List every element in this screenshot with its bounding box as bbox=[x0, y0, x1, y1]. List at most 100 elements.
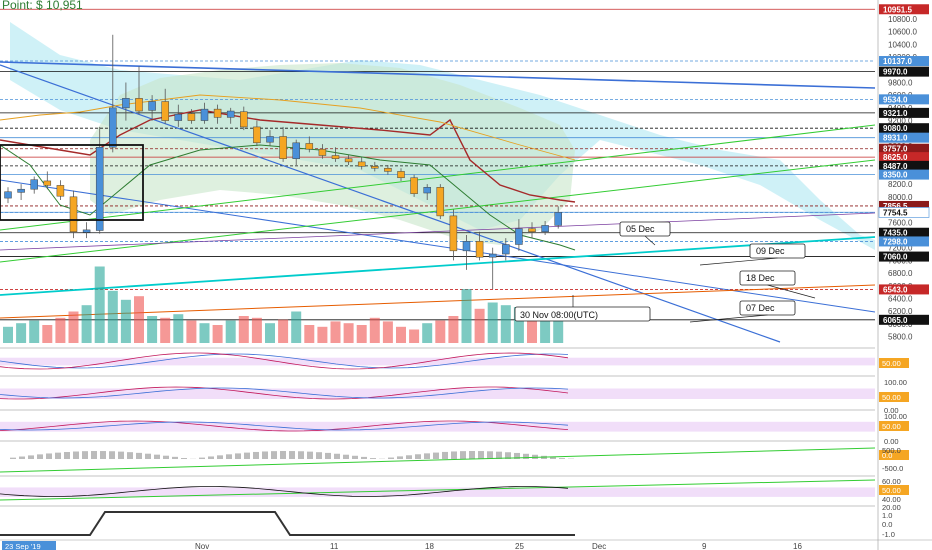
oscillator-line-blue bbox=[0, 421, 569, 431]
macd-histogram-bar bbox=[73, 451, 79, 459]
macd-histogram-bar bbox=[46, 453, 52, 459]
oscillator-level-tag bbox=[879, 485, 909, 495]
macd-histogram-bar bbox=[442, 451, 448, 459]
price-tick-label: 9200.0 bbox=[888, 117, 913, 126]
candle-body bbox=[17, 188, 25, 193]
price-level-tag-label: 6543.0 bbox=[883, 285, 908, 294]
price-level-tag bbox=[879, 314, 929, 325]
oscillator-axis-label: 100.00 bbox=[884, 412, 907, 421]
price-level-tag bbox=[879, 236, 929, 247]
macd-histogram-bar bbox=[172, 456, 178, 459]
candle-body bbox=[554, 211, 562, 226]
volume-bar bbox=[238, 316, 249, 343]
volume-bar bbox=[343, 323, 354, 343]
volume-bar bbox=[16, 323, 27, 343]
candle-body bbox=[541, 225, 549, 233]
oscillator-band bbox=[0, 421, 875, 432]
oscillator-level-tag bbox=[879, 392, 909, 402]
candle-body bbox=[213, 108, 222, 118]
price-level-tag bbox=[879, 107, 929, 118]
price-level-tag bbox=[879, 123, 929, 134]
macd-histogram-bar bbox=[10, 457, 16, 459]
candle-body bbox=[56, 185, 65, 197]
candle-body bbox=[436, 187, 445, 217]
macd-histogram-bar bbox=[397, 456, 403, 459]
trendline bbox=[0, 284, 876, 319]
macd-histogram-bar bbox=[109, 451, 115, 459]
volume-bar bbox=[94, 266, 105, 343]
macd-histogram-bar bbox=[64, 451, 70, 459]
volume-bar bbox=[251, 317, 262, 343]
macd-histogram-bar bbox=[298, 451, 304, 459]
macd-histogram-bar bbox=[496, 451, 502, 459]
price-tick-label: 8000.0 bbox=[888, 193, 913, 202]
candle-body bbox=[43, 180, 52, 186]
ma-line-orange bbox=[0, 94, 576, 161]
macd-histogram-bar bbox=[487, 451, 493, 459]
cursor-label: 30 Nov 08:00(UTC) bbox=[520, 310, 598, 320]
highlight-box bbox=[0, 144, 144, 221]
oscillator-level-label: 50.00 bbox=[882, 393, 901, 402]
price-level-tag bbox=[879, 132, 929, 143]
price-level-tag bbox=[879, 169, 929, 180]
macd-histogram-bar bbox=[433, 452, 439, 459]
macd-histogram-bar bbox=[91, 451, 97, 459]
macd-histogram-bar bbox=[19, 456, 25, 459]
volume-bar bbox=[356, 325, 367, 343]
oscillator-level-label: 0.0 bbox=[882, 451, 892, 460]
price-tick-label: 7200.0 bbox=[888, 244, 913, 253]
candle-body bbox=[200, 108, 209, 121]
macd-histogram-bar bbox=[262, 451, 268, 459]
annotation-label: 05 Dec bbox=[626, 224, 655, 234]
candle-body bbox=[95, 147, 104, 231]
price-tick-label: 5800.0 bbox=[888, 333, 913, 342]
macd-histogram-bar bbox=[514, 452, 520, 459]
candle-body bbox=[528, 228, 536, 233]
volume-bar bbox=[317, 326, 328, 343]
price-level-tag bbox=[879, 143, 929, 154]
volume-bar bbox=[448, 316, 459, 343]
volume-bar bbox=[369, 317, 380, 343]
volume-bar bbox=[382, 321, 393, 343]
oscillator-trendline bbox=[0, 447, 876, 473]
volume-bar bbox=[435, 320, 446, 343]
macd-histogram-bar bbox=[37, 454, 43, 459]
price-level-tag-label: 10137.0 bbox=[883, 57, 912, 66]
price-tick-label: 6400.0 bbox=[888, 295, 913, 304]
volume-bar bbox=[107, 290, 118, 343]
price-level-tag bbox=[879, 251, 929, 262]
start-date-label: 23 Sep '19 bbox=[5, 542, 41, 550]
candle-body bbox=[384, 167, 392, 172]
annotation-pointer bbox=[644, 235, 656, 246]
oscillator-level-label: 50.00 bbox=[882, 486, 901, 495]
price-level-tag bbox=[879, 200, 929, 211]
macd-histogram-bar bbox=[55, 452, 61, 459]
volume-bar bbox=[461, 289, 472, 343]
trendline bbox=[0, 61, 876, 89]
price-tick-label: 7600.0 bbox=[888, 218, 913, 227]
macd-histogram-bar bbox=[253, 451, 259, 459]
price-level-tag-label: 7856.5 bbox=[883, 202, 908, 211]
candle-body bbox=[318, 148, 327, 156]
price-level-tag bbox=[879, 66, 929, 77]
macd-histogram-bar bbox=[334, 453, 340, 459]
volume-bar bbox=[265, 323, 275, 343]
volume-bar bbox=[42, 325, 53, 343]
volume-bar bbox=[134, 296, 144, 343]
time-tick-label: 9 bbox=[702, 542, 707, 550]
volume-bar bbox=[120, 299, 131, 343]
oscillator-line-blue bbox=[0, 387, 569, 399]
macd-histogram-bar bbox=[154, 454, 160, 459]
time-tick-label: 25 bbox=[515, 542, 524, 550]
step-indicator bbox=[0, 511, 575, 536]
ichimoku-green-region bbox=[90, 63, 575, 245]
trendline bbox=[0, 64, 781, 343]
macd-histogram-bar bbox=[289, 451, 295, 459]
candle-body bbox=[82, 229, 91, 233]
macd-histogram-bar bbox=[424, 453, 430, 459]
macd-histogram-bar bbox=[181, 458, 187, 459]
macd-histogram-bar bbox=[307, 451, 313, 459]
price-level-tag-label: 8487.0 bbox=[883, 162, 908, 171]
price-level-tag-label: 7060.0 bbox=[883, 253, 908, 262]
macd-histogram-bar bbox=[505, 452, 511, 459]
